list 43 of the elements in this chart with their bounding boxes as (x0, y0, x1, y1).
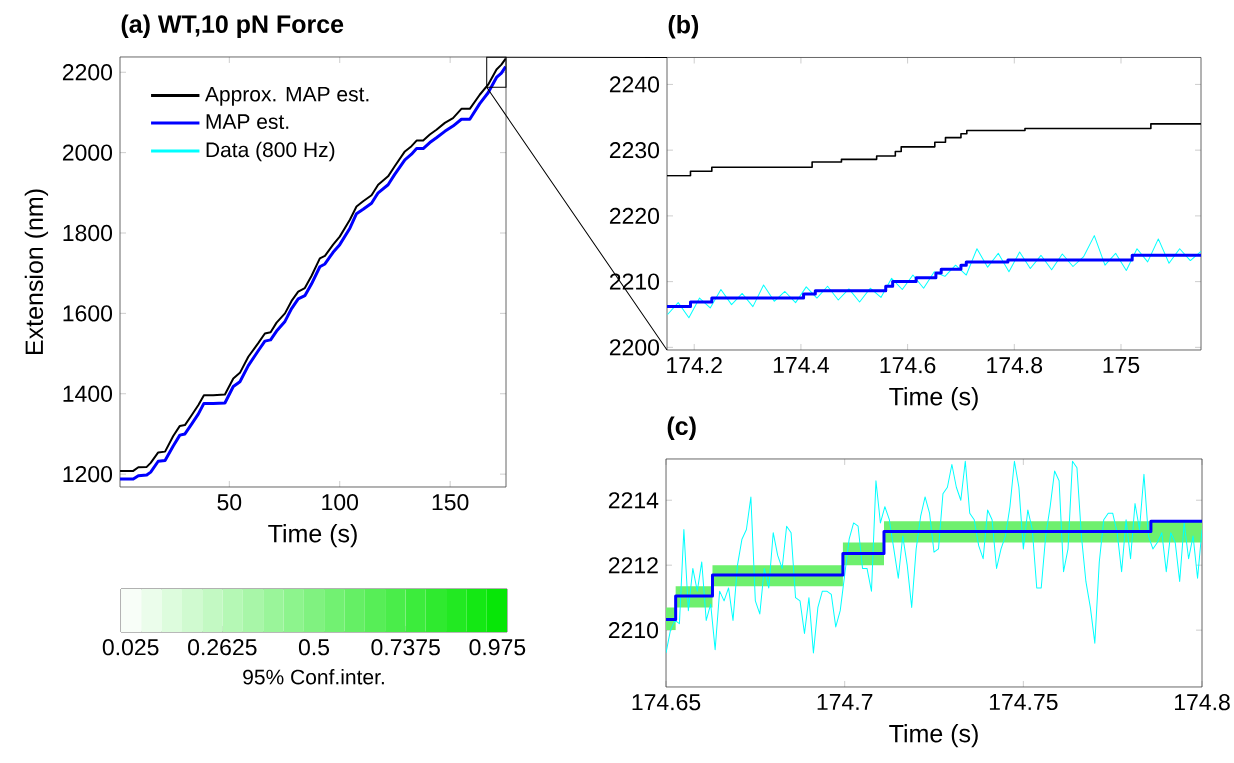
chart-title: (b) (668, 15, 699, 39)
x-tick-label: 174.4 (773, 357, 829, 373)
x-axis-title: Time (s) (889, 387, 978, 411)
chart-title: (c) (667, 416, 696, 440)
x-tick-label: 150 (432, 494, 469, 511)
line-series (666, 460, 1203, 654)
color-bar-label: 0.2625 (188, 639, 257, 656)
y-tick-label: 2200 (62, 64, 113, 81)
legend-label: Approx. MAP est. (204, 86, 369, 106)
color-bar-label: 0.5 (298, 639, 330, 656)
x-tick-label: 174.8 (1174, 694, 1230, 711)
y-tick-label: 2210 (608, 622, 659, 639)
x-axis-title: Time (s) (889, 724, 978, 748)
y-tick-label: 2214 (608, 492, 659, 509)
color-bar-label: 0.7375 (371, 639, 440, 656)
x-tick-label: 174.2 (667, 357, 722, 374)
color-bar-label: 0.975 (469, 639, 526, 656)
y-tick-label: 2000 (62, 144, 113, 161)
x-tick-label: 174.65 (632, 694, 701, 711)
y-axis-title: Extension (nm) (24, 189, 49, 354)
x-tick-label: 174.75 (989, 694, 1058, 711)
legend-label: MAP est. (206, 114, 289, 129)
x-tick-label: 174.8 (987, 357, 1043, 374)
y-tick-label: 2240 (609, 76, 660, 93)
x-axis-title: Time (s) (268, 524, 357, 548)
color-bar-title: 95% Conf.inter. (243, 669, 384, 685)
x-tick-label: 174.7 (817, 694, 873, 710)
color-bar-label: 0.025 (102, 639, 159, 656)
x-tick-label: 174.6 (880, 357, 936, 374)
y-tick-label: 2212 (608, 557, 658, 574)
y-tick-label: 1400 (63, 385, 113, 402)
y-tick-label: 1800 (63, 224, 113, 242)
y-tick-label: 2230 (609, 142, 660, 159)
x-tick-label: 100 (322, 494, 358, 511)
x-tick-label: 50 (217, 494, 242, 511)
y-tick-label: 2220 (609, 207, 660, 225)
y-tick-label: 1200 (63, 465, 113, 483)
line-series (667, 235, 1202, 319)
x-tick-label: 175 (1103, 357, 1140, 374)
y-tick-label: 1600 (63, 305, 113, 322)
y-tick-label: 2200 (609, 339, 660, 356)
legend-label: Data (800 Hz) (206, 141, 335, 162)
chart-title: (a) WT,10 pN Force (121, 14, 344, 38)
